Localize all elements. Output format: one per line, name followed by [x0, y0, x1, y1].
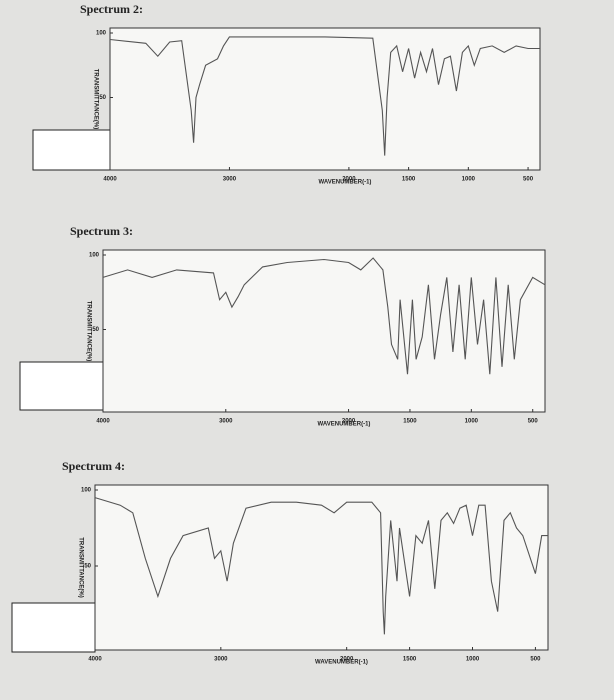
- y-tick-label: 100: [81, 488, 92, 494]
- x-tick-label: 1000: [462, 177, 476, 183]
- answer-box: [19, 361, 104, 411]
- x-tick-label: 1500: [403, 657, 417, 663]
- answer-box: [11, 602, 96, 653]
- plot-frame: [109, 27, 541, 171]
- plot-frame: [102, 249, 546, 413]
- answer-box: [32, 129, 111, 171]
- x-tick-label: 4000: [96, 419, 110, 425]
- x-tick-label: 2000: [342, 419, 356, 425]
- x-tick-label: 4000: [88, 657, 102, 663]
- x-tick-label: 4000: [103, 177, 117, 183]
- x-tick-label: 1000: [466, 657, 480, 663]
- y-axis-label: TRANSMITTANCE(%): [85, 301, 91, 362]
- y-tick-label: 100: [89, 253, 100, 259]
- chart-title: Spectrum 4:: [62, 459, 125, 473]
- x-tick-label: 2000: [342, 177, 356, 183]
- y-axis-label: TRANSMITTANCE(%): [92, 69, 98, 130]
- x-axis-label: WAVENUMBER(-1): [319, 180, 372, 186]
- x-tick-label: 2000: [340, 657, 354, 663]
- y-tick-label: 50: [99, 95, 106, 101]
- x-tick-label: 1500: [402, 177, 416, 183]
- x-tick-label: 1000: [465, 419, 479, 425]
- spectrum-line: [94, 497, 548, 635]
- x-axis-label: WAVENUMBER(-1): [315, 660, 368, 666]
- x-tick-label: 3000: [219, 419, 233, 425]
- chart-title: Spectrum 2:: [80, 2, 143, 16]
- x-axis-label: WAVENUMBER(-1): [318, 422, 371, 428]
- chart-title: Spectrum 3:: [70, 224, 133, 238]
- y-axis-label: TRANSMITTANCE(%): [77, 537, 83, 598]
- x-tick-label: 1500: [403, 419, 417, 425]
- x-tick-label: 500: [530, 657, 541, 663]
- x-tick-label: 500: [528, 419, 539, 425]
- x-tick-label: 3000: [214, 657, 228, 663]
- plot-frame: [94, 484, 549, 651]
- spectrum-line: [109, 36, 540, 156]
- x-tick-label: 500: [523, 177, 534, 183]
- y-tick-label: 50: [84, 564, 91, 570]
- x-tick-label: 3000: [223, 177, 237, 183]
- y-tick-label: 50: [92, 327, 99, 333]
- spectrum-line: [102, 257, 546, 375]
- y-tick-label: 100: [96, 31, 107, 37]
